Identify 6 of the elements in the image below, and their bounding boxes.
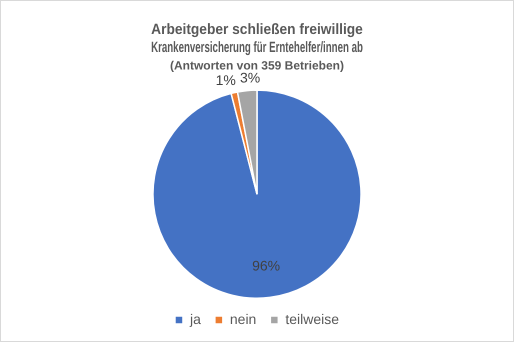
legend-label: nein — [230, 310, 256, 327]
legend-label: teilweise — [285, 310, 340, 327]
data-label: 1% — [216, 72, 236, 88]
legend-label: ja — [188, 310, 202, 327]
chart-title: Arbeitgeber schließen freiwillige Krankenversicherung für Erntehelfer/innen ab — [151, 22, 364, 56]
data-label: 96% — [252, 257, 280, 274]
